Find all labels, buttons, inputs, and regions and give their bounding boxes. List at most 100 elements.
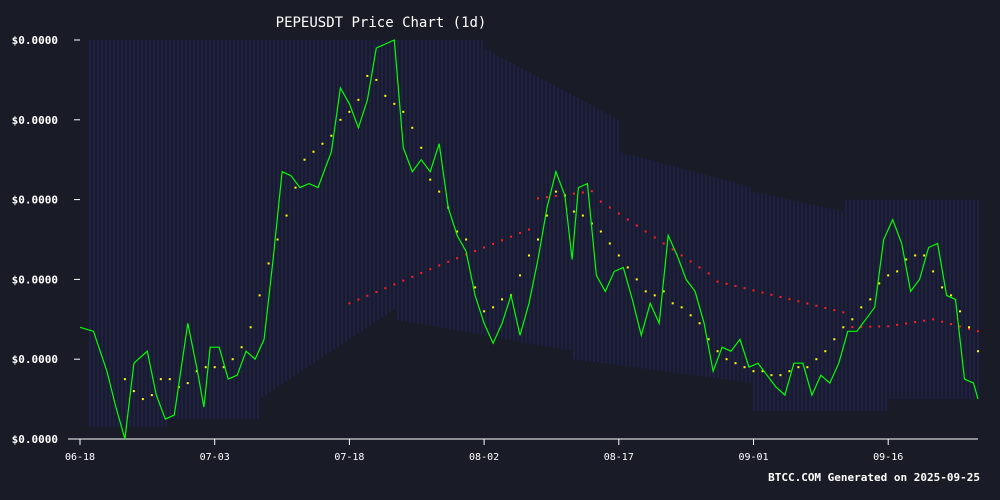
ma-short-point [851, 318, 854, 321]
y-tick-label: $0.0000 [12, 433, 58, 446]
ma-short-point [635, 278, 638, 281]
ma-long-point [914, 321, 917, 324]
ma-short-point [159, 378, 162, 381]
ma-long-point [797, 300, 800, 303]
ma-short-point [330, 134, 333, 137]
ma-short-point [725, 358, 728, 361]
ma-long-point [878, 325, 881, 328]
ma-short-point [968, 326, 971, 329]
price-line [79, 39, 979, 440]
ma-long-point [743, 287, 746, 290]
ma-long-point [653, 236, 656, 239]
ma-short-point [240, 346, 243, 349]
ma-short-point [465, 238, 468, 241]
ma-short-point [671, 302, 674, 305]
ma-long-point [941, 320, 944, 323]
y-tick-label: $0.0000 [12, 273, 58, 286]
ma-short-point [698, 322, 701, 325]
x-tick-label: 08-02 [469, 452, 499, 463]
ma-short-point [662, 290, 665, 293]
ma-long-point [635, 224, 638, 227]
ma-short-point [483, 310, 486, 313]
ma-long-point [968, 327, 971, 330]
ma-short-point [626, 266, 629, 269]
ma-short-point [501, 298, 504, 301]
ma-long-point [474, 250, 477, 253]
ma-short-point [896, 270, 899, 273]
ma-short-point [914, 254, 917, 257]
ma-long-point [348, 302, 351, 305]
ma-long-point [554, 195, 557, 198]
ma-short-point [950, 294, 953, 297]
ma-short-point [716, 350, 719, 353]
ma-long-point [779, 295, 782, 298]
ma-short-point [770, 374, 773, 377]
ma-long-point [572, 192, 575, 195]
ma-long-point [950, 323, 953, 326]
ma-long-point [483, 246, 486, 249]
ma-long-point [824, 306, 827, 309]
ma-short-point [276, 238, 279, 241]
ma-long-point [851, 326, 854, 329]
ma-short-point [797, 366, 800, 369]
ma-long-point [905, 322, 908, 325]
ma-short-point [348, 110, 351, 113]
ma-long-point [590, 190, 593, 193]
ma-long-point [716, 280, 719, 283]
ma-short-point [761, 370, 764, 373]
ma-short-point [545, 214, 548, 217]
ma-short-point [141, 398, 144, 401]
ma-short-point [411, 126, 414, 129]
ma-short-point [806, 366, 809, 369]
ma-short-point [456, 230, 459, 233]
ma-short-point [267, 262, 270, 265]
ma-long-point [375, 290, 378, 293]
ma-long-point [788, 298, 791, 301]
ma-short-point [132, 390, 135, 393]
ma-short-point [294, 186, 297, 189]
ma-short-point [779, 374, 782, 377]
ma-short-point [680, 306, 683, 309]
ma-long-point [644, 230, 647, 233]
x-tick-label: 07-03 [200, 452, 230, 463]
ma-long-point [698, 266, 701, 269]
ma-short-point [393, 102, 396, 105]
ma-short-point [123, 378, 126, 381]
ma-short-point [285, 214, 288, 217]
ma-short-point [339, 118, 342, 121]
ma-long-point [734, 284, 737, 287]
x-tick-label: 07-18 [334, 452, 364, 463]
ma-short-point [231, 358, 234, 361]
series-layer [79, 39, 979, 440]
ma-short-point [366, 74, 369, 77]
ma-short-point [734, 362, 737, 365]
x-tick-label: 09-16 [873, 452, 903, 463]
ma-short-point [312, 150, 315, 153]
ma-long-point [887, 325, 890, 328]
ma-short-point [204, 366, 207, 369]
ma-long-point [932, 318, 935, 321]
y-tick-label: $0.0000 [12, 353, 58, 366]
y-tick-label: $0.0000 [12, 114, 58, 127]
ma-short-point [429, 178, 432, 181]
ma-long-point [842, 311, 845, 314]
ma-long-point [456, 257, 459, 260]
ma-long-point [815, 304, 818, 307]
ma-short-point [689, 314, 692, 317]
ma-long-point [770, 293, 773, 296]
band-layer [89, 40, 979, 428]
ma-short-point [644, 290, 647, 293]
ma-short-point [402, 110, 405, 113]
ma-long-point [384, 287, 387, 290]
ma-short-point [653, 294, 656, 297]
ma-short-point [941, 286, 944, 289]
ma-short-point [528, 254, 530, 257]
ma-long-point [420, 272, 423, 275]
ma-short-point [860, 306, 863, 309]
ma-long-point [959, 325, 962, 328]
ma-short-point [375, 78, 378, 81]
ma-long-point [617, 212, 620, 215]
ma-short-point [168, 378, 171, 381]
